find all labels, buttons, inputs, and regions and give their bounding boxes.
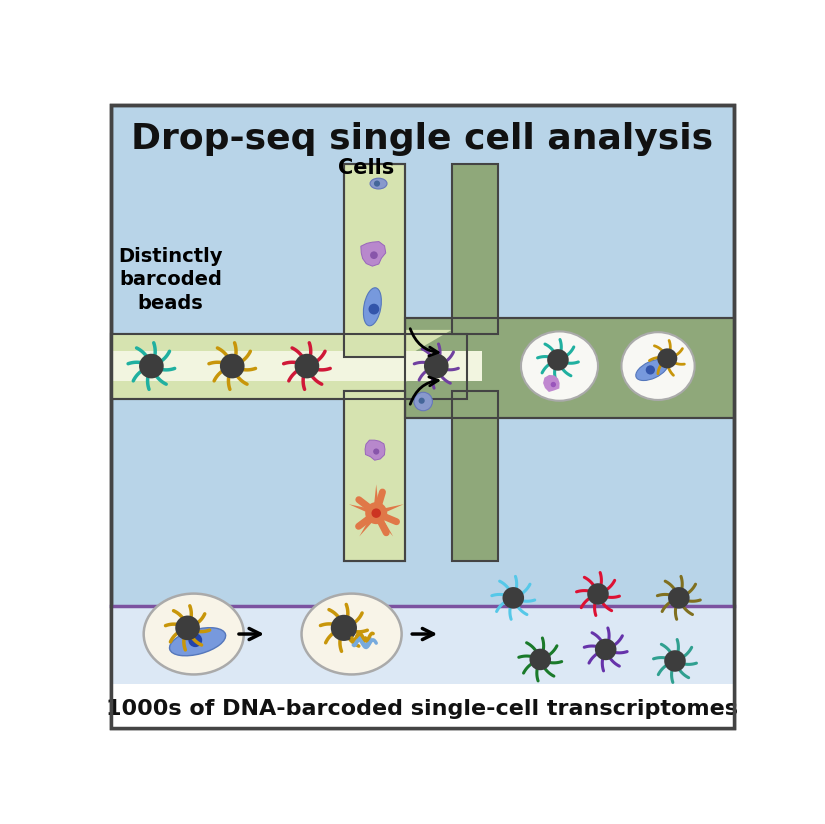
Bar: [111, 334, 467, 399]
Bar: [111, 606, 734, 725]
Bar: [111, 334, 467, 399]
Polygon shape: [374, 512, 394, 536]
Polygon shape: [344, 391, 406, 399]
Circle shape: [664, 650, 686, 672]
Circle shape: [646, 365, 655, 375]
Text: Cells: Cells: [338, 158, 394, 178]
Ellipse shape: [370, 178, 387, 189]
Circle shape: [418, 398, 425, 404]
Polygon shape: [365, 440, 385, 461]
Text: Distinctly
barcoded
beads: Distinctly barcoded beads: [119, 247, 223, 313]
Circle shape: [550, 382, 556, 387]
Circle shape: [370, 251, 378, 259]
Bar: [111, 352, 483, 382]
Polygon shape: [349, 504, 377, 516]
Ellipse shape: [636, 359, 668, 381]
Circle shape: [530, 648, 551, 670]
Text: Drop-seq single cell analysis: Drop-seq single cell analysis: [131, 122, 714, 156]
Polygon shape: [373, 485, 380, 513]
Circle shape: [502, 587, 524, 609]
Bar: [406, 318, 734, 419]
Ellipse shape: [301, 593, 402, 675]
Circle shape: [595, 639, 616, 660]
Ellipse shape: [169, 628, 226, 656]
Polygon shape: [360, 512, 379, 536]
Circle shape: [424, 353, 449, 378]
Ellipse shape: [363, 288, 381, 325]
Bar: [344, 391, 406, 561]
Polygon shape: [375, 504, 403, 516]
Bar: [452, 164, 498, 334]
Text: 1000s of DNA-barcoded single-cell transcriptomes: 1000s of DNA-barcoded single-cell transc…: [106, 699, 738, 719]
Polygon shape: [361, 241, 386, 266]
Circle shape: [668, 587, 690, 609]
Polygon shape: [406, 352, 467, 382]
Circle shape: [374, 180, 380, 187]
Bar: [452, 391, 498, 561]
Ellipse shape: [521, 331, 598, 400]
Polygon shape: [344, 334, 406, 357]
Bar: [406, 318, 734, 419]
Polygon shape: [111, 334, 344, 357]
Polygon shape: [543, 375, 559, 392]
Circle shape: [220, 353, 244, 378]
Circle shape: [139, 353, 163, 378]
Bar: [111, 352, 467, 382]
Circle shape: [658, 349, 677, 368]
Circle shape: [371, 508, 381, 517]
Circle shape: [365, 502, 387, 524]
Circle shape: [373, 448, 380, 455]
Ellipse shape: [621, 332, 695, 400]
Circle shape: [547, 349, 568, 371]
Bar: [344, 391, 406, 561]
Bar: [344, 164, 406, 357]
Circle shape: [175, 616, 200, 640]
Circle shape: [188, 634, 202, 647]
Circle shape: [414, 392, 432, 410]
Polygon shape: [344, 330, 452, 357]
Circle shape: [369, 304, 380, 315]
Bar: [111, 684, 734, 728]
Ellipse shape: [144, 593, 244, 675]
Circle shape: [331, 615, 357, 641]
Bar: [344, 164, 406, 357]
Circle shape: [295, 353, 319, 378]
Circle shape: [587, 583, 609, 605]
